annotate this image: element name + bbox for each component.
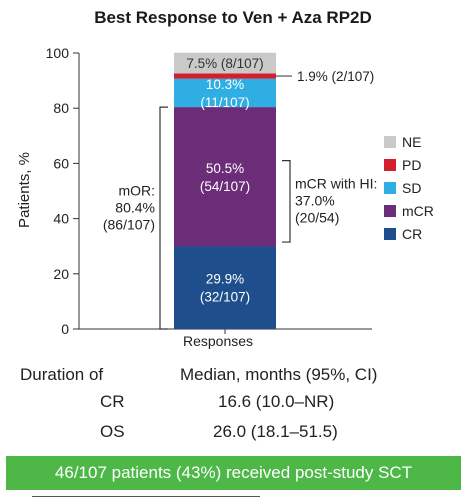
duration-row-label: CR: [100, 392, 125, 411]
legend-label: NE: [402, 134, 421, 150]
segment-label: 10.3%: [206, 77, 244, 92]
bar-segments: [174, 52, 276, 329]
segment-label: 7.5% (8/107): [186, 56, 263, 71]
sct-banner-text: 46/107 patients (43%) received post-stud…: [54, 463, 413, 482]
segment-label: 50.5%: [206, 161, 244, 176]
mor-bracket: [159, 106, 168, 330]
bar-segment-ne: [174, 52, 276, 74]
duration-row-label: OS: [100, 422, 125, 441]
legend-swatch-pd: [384, 159, 396, 171]
duration-row-value: 26.0 (18.1–51.5): [213, 422, 338, 441]
legend-label: SD: [402, 180, 421, 196]
bar-segment-sd: [174, 78, 276, 108]
mcr-hi-bracket: [282, 160, 291, 243]
segment-label: (11/107): [200, 95, 249, 110]
segment-label: 1.9% (2/107): [297, 69, 374, 84]
stacked-bar-chart: Best Response to Ven + Aza RP2D Patients…: [16, 8, 434, 349]
y-tick-label: 0: [61, 321, 69, 337]
legend: NE PD SD mCR CR: [384, 134, 434, 242]
mcr-hi-annotation: 37.0%: [295, 192, 335, 208]
duration-header-left: Duration of: [20, 365, 104, 384]
bar-segment-mcr: [174, 107, 276, 247]
legend-swatch-mcr: [384, 205, 396, 217]
segment-labels: 29.9% (32/107) 50.5% (54/107) 10.3% (11/107) 7…: [186, 56, 374, 305]
segment-label: 29.9%: [206, 272, 244, 287]
duration-header-right: Median, months (95%, CI): [180, 365, 378, 384]
y-tick-label: 80: [53, 100, 69, 116]
sct-banner: 46/107 patients (43%) received post-stud…: [6, 456, 461, 490]
legend-label: mCR: [402, 203, 434, 219]
duration-row-value: 16.6 (10.0–NR): [218, 392, 335, 411]
mor-annotation: mOR:: [118, 183, 155, 199]
chart-title: Best Response to Ven + Aza RP2D: [94, 8, 372, 27]
legend-swatch-cr: [384, 228, 396, 240]
legend-label: CR: [402, 226, 422, 242]
y-tick-label: 60: [53, 155, 69, 171]
bar-segment-pd: [174, 73, 276, 79]
divider: [32, 496, 260, 497]
mor-annotation: 80.4%: [115, 200, 155, 216]
legend-label: PD: [402, 157, 421, 173]
y-tick-label: 100: [46, 45, 70, 61]
segment-label: (54/107): [200, 179, 250, 194]
x-tick-label: Responses: [183, 333, 253, 349]
segment-label: (32/107): [200, 290, 250, 305]
annotations: mOR:80.4%(86/107) mCR with HI:37.0%(20/54…: [103, 106, 377, 330]
mcr-hi-annotation: mCR with HI:: [295, 175, 377, 191]
mor-annotation: (86/107): [103, 217, 155, 233]
mcr-hi-annotation: (20/54): [295, 209, 339, 225]
legend-swatch-ne: [384, 136, 396, 148]
y-tick-label: 40: [53, 211, 69, 227]
bar-segment-cr: [174, 246, 276, 329]
legend-swatch-sd: [384, 182, 396, 194]
y-axis-label: Patients, %: [16, 152, 33, 228]
y-tick-label: 20: [53, 266, 69, 282]
